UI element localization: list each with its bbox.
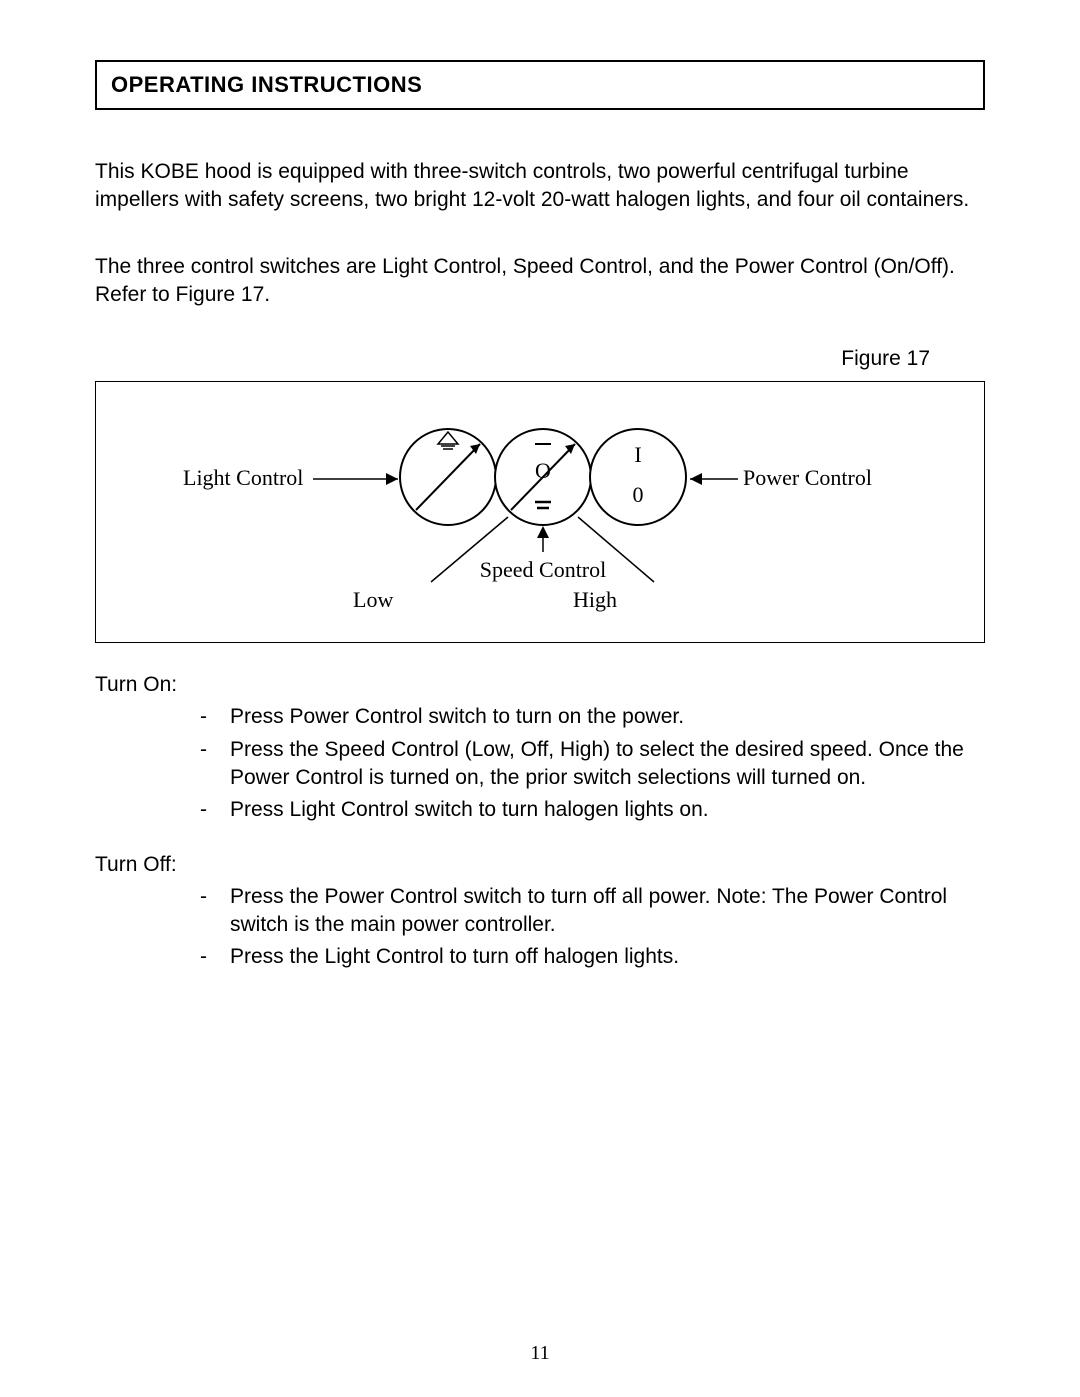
figure-caption: Figure 17 <box>95 347 985 371</box>
page: OPERATING INSTRUCTIONS This KOBE hood is… <box>0 0 1080 1397</box>
list-item: Press Power Control switch to turn on th… <box>200 703 985 731</box>
turn-off-list: Press the Power Control switch to turn o… <box>95 883 985 972</box>
turn-on-list: Press Power Control switch to turn on th… <box>95 703 985 824</box>
intro-paragraph-2: The three control switches are Light Con… <box>95 253 985 310</box>
power-glyph-I: I <box>634 442 641 467</box>
list-item: Press the Light Control to turn off halo… <box>200 943 985 971</box>
label-low: Low <box>353 587 393 612</box>
label-high: High <box>573 587 617 612</box>
label-speed-control: Speed Control <box>480 557 607 582</box>
turn-off-heading: Turn Off: <box>95 853 985 877</box>
power-glyph-0: 0 <box>633 482 644 507</box>
intro-paragraph-1: This KOBE hood is equipped with three-sw… <box>95 158 985 215</box>
page-heading: OPERATING INSTRUCTIONS <box>111 72 422 97</box>
arrow-speed-head <box>537 526 549 538</box>
page-number: 11 <box>0 1342 1080 1365</box>
arrow-power-head <box>690 473 702 485</box>
figure-svg: Light Control Power Control O <box>96 382 984 642</box>
heading-box: OPERATING INSTRUCTIONS <box>95 60 985 110</box>
list-item: Press the Speed Control (Low, Off, High)… <box>200 736 985 793</box>
label-light-control: Light Control <box>183 465 303 490</box>
figure-17: Light Control Power Control O <box>95 381 985 643</box>
list-item: Press the Power Control switch to turn o… <box>200 883 985 940</box>
turn-on-heading: Turn On: <box>95 673 985 697</box>
label-power-control: Power Control <box>743 465 872 490</box>
arrow-light-head <box>386 473 398 485</box>
list-item: Press Light Control switch to turn halog… <box>200 796 985 824</box>
